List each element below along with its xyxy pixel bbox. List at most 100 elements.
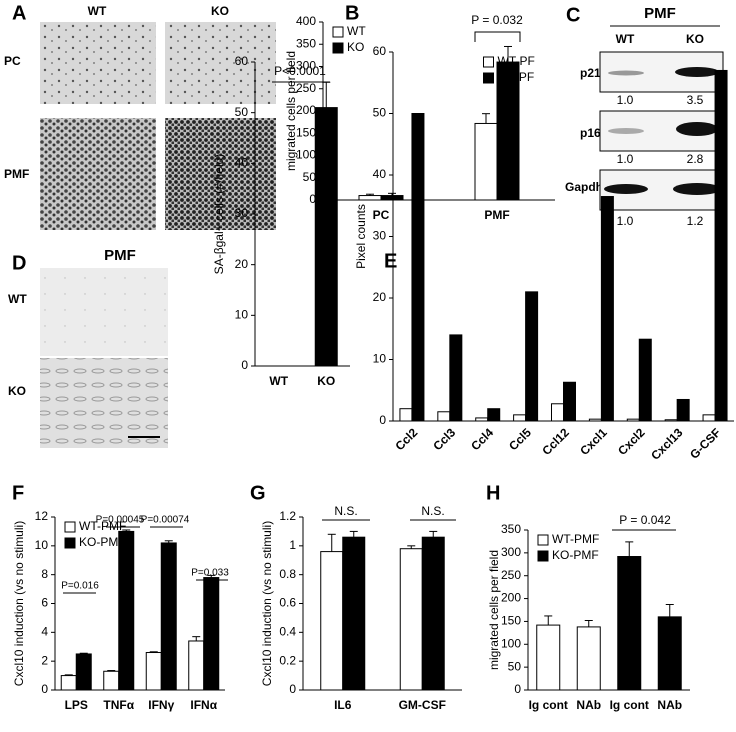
bar xyxy=(475,417,489,422)
y-tick-label: 1 xyxy=(289,538,296,552)
legend-swatch xyxy=(537,550,549,562)
bar xyxy=(145,652,162,691)
bar xyxy=(320,551,344,691)
band xyxy=(676,122,718,136)
y-tick-label: 0 xyxy=(309,192,316,206)
x-tick-label: Cxcl13 xyxy=(648,425,685,462)
y-tick-label: 150 xyxy=(501,614,521,628)
y-tick-label: 100 xyxy=(501,636,521,650)
legend-swatch xyxy=(332,42,344,54)
x-tick-label: IL6 xyxy=(334,698,352,712)
y-tick-label: 350 xyxy=(296,36,316,50)
x-tick-label: Ig cont xyxy=(610,698,649,712)
y-tick-label: 20 xyxy=(235,257,249,271)
y-tick-label: 50 xyxy=(303,170,317,184)
micrograph xyxy=(40,358,168,448)
y-tick-label: 400 xyxy=(296,14,316,28)
x-tick-label: Ccl12 xyxy=(539,425,572,458)
micrograph xyxy=(40,268,168,356)
y-tick-label: 50 xyxy=(373,106,387,120)
y-tick-label: 0.6 xyxy=(279,596,296,610)
x-tick-label: Ccl2 xyxy=(392,425,420,453)
quantity: 1.0 xyxy=(617,93,634,107)
y-axis-label: Cxcl10 induction (vs no stimuli) xyxy=(12,521,26,686)
row-label: p21 xyxy=(580,66,601,80)
legend-label: KO-PMF xyxy=(552,548,599,562)
bar xyxy=(203,577,220,691)
y-tick-label: 8 xyxy=(41,567,48,581)
x-tick-label: PC xyxy=(373,208,390,222)
y-tick-label: 0.8 xyxy=(279,567,296,581)
band xyxy=(608,70,644,76)
y-tick-label: 250 xyxy=(501,568,521,582)
bar xyxy=(358,195,382,201)
y-tick-label: 60 xyxy=(373,44,387,58)
y-tick-label: 10 xyxy=(35,538,49,552)
bar xyxy=(638,338,652,422)
bar xyxy=(702,414,716,422)
y-tick-label: 0 xyxy=(241,358,248,372)
bar xyxy=(399,408,413,422)
x-tick-label: NAb xyxy=(657,698,682,712)
bar xyxy=(399,548,423,691)
annotation: P=0.00045 xyxy=(96,515,145,526)
bar xyxy=(536,624,561,691)
bar xyxy=(563,381,576,422)
x-tick-label: Ccl3 xyxy=(430,425,458,453)
x-tick-label: GM-CSF xyxy=(399,698,446,712)
annotation: P=0.016 xyxy=(61,581,99,592)
bar xyxy=(160,542,177,691)
legend-swatch xyxy=(483,56,494,68)
legend-swatch xyxy=(64,537,76,549)
x-tick-label: IFNγ xyxy=(148,698,174,712)
bar xyxy=(576,626,601,691)
y-tick-label: 2 xyxy=(41,653,48,667)
blot-title: PMF xyxy=(644,5,676,22)
annotation: P<0.0001 xyxy=(274,64,326,78)
y-tick-label: 40 xyxy=(373,167,387,181)
x-tick-label: Ig cont xyxy=(529,698,568,712)
legend-label: KO-PF xyxy=(498,70,535,84)
bar xyxy=(487,408,501,422)
annotation: P=0.00074 xyxy=(141,515,190,526)
legend-swatch xyxy=(64,521,76,533)
panel-label: G xyxy=(250,482,266,504)
y-tick-label: 10 xyxy=(373,352,387,366)
y-tick-label: 350 xyxy=(501,522,521,536)
column-label: WT xyxy=(616,32,635,46)
row-label: Gapdh xyxy=(565,180,603,194)
y-tick-label: 200 xyxy=(296,103,316,117)
band xyxy=(608,128,644,134)
y-tick-label: 0 xyxy=(514,682,521,696)
bar xyxy=(75,653,92,691)
y-tick-label: 0.4 xyxy=(279,625,296,639)
legend-label: WT-PMF xyxy=(552,532,599,546)
row-label: KO xyxy=(8,384,26,398)
bar xyxy=(60,675,77,691)
micrograph xyxy=(165,22,276,104)
y-tick-label: 30 xyxy=(235,206,249,220)
bar xyxy=(188,640,205,691)
panel-label: B xyxy=(345,2,359,24)
micrograph xyxy=(40,118,156,230)
bar xyxy=(314,107,338,367)
y-tick-label: 40 xyxy=(235,156,249,170)
y-tick-label: 30 xyxy=(373,229,387,243)
annotation: P=0.033 xyxy=(191,568,229,579)
bar xyxy=(551,403,564,422)
bar xyxy=(118,530,135,691)
y-axis-label: migrated cells per field xyxy=(284,51,298,171)
legend-label: WT-PMF xyxy=(79,519,126,533)
bar xyxy=(714,69,728,422)
bar xyxy=(525,291,539,422)
band xyxy=(675,67,719,77)
bar xyxy=(380,195,404,201)
y-tick-label: 1.2 xyxy=(279,509,296,523)
quantity: 1.0 xyxy=(617,214,634,228)
y-axis-label: Pixel counts xyxy=(354,204,368,269)
x-tick-label: Cxcl1 xyxy=(577,425,610,458)
annotation: N.S. xyxy=(334,504,357,518)
y-axis-label: migrated cells per field xyxy=(487,550,501,670)
x-tick-label: Ccl5 xyxy=(506,425,534,453)
